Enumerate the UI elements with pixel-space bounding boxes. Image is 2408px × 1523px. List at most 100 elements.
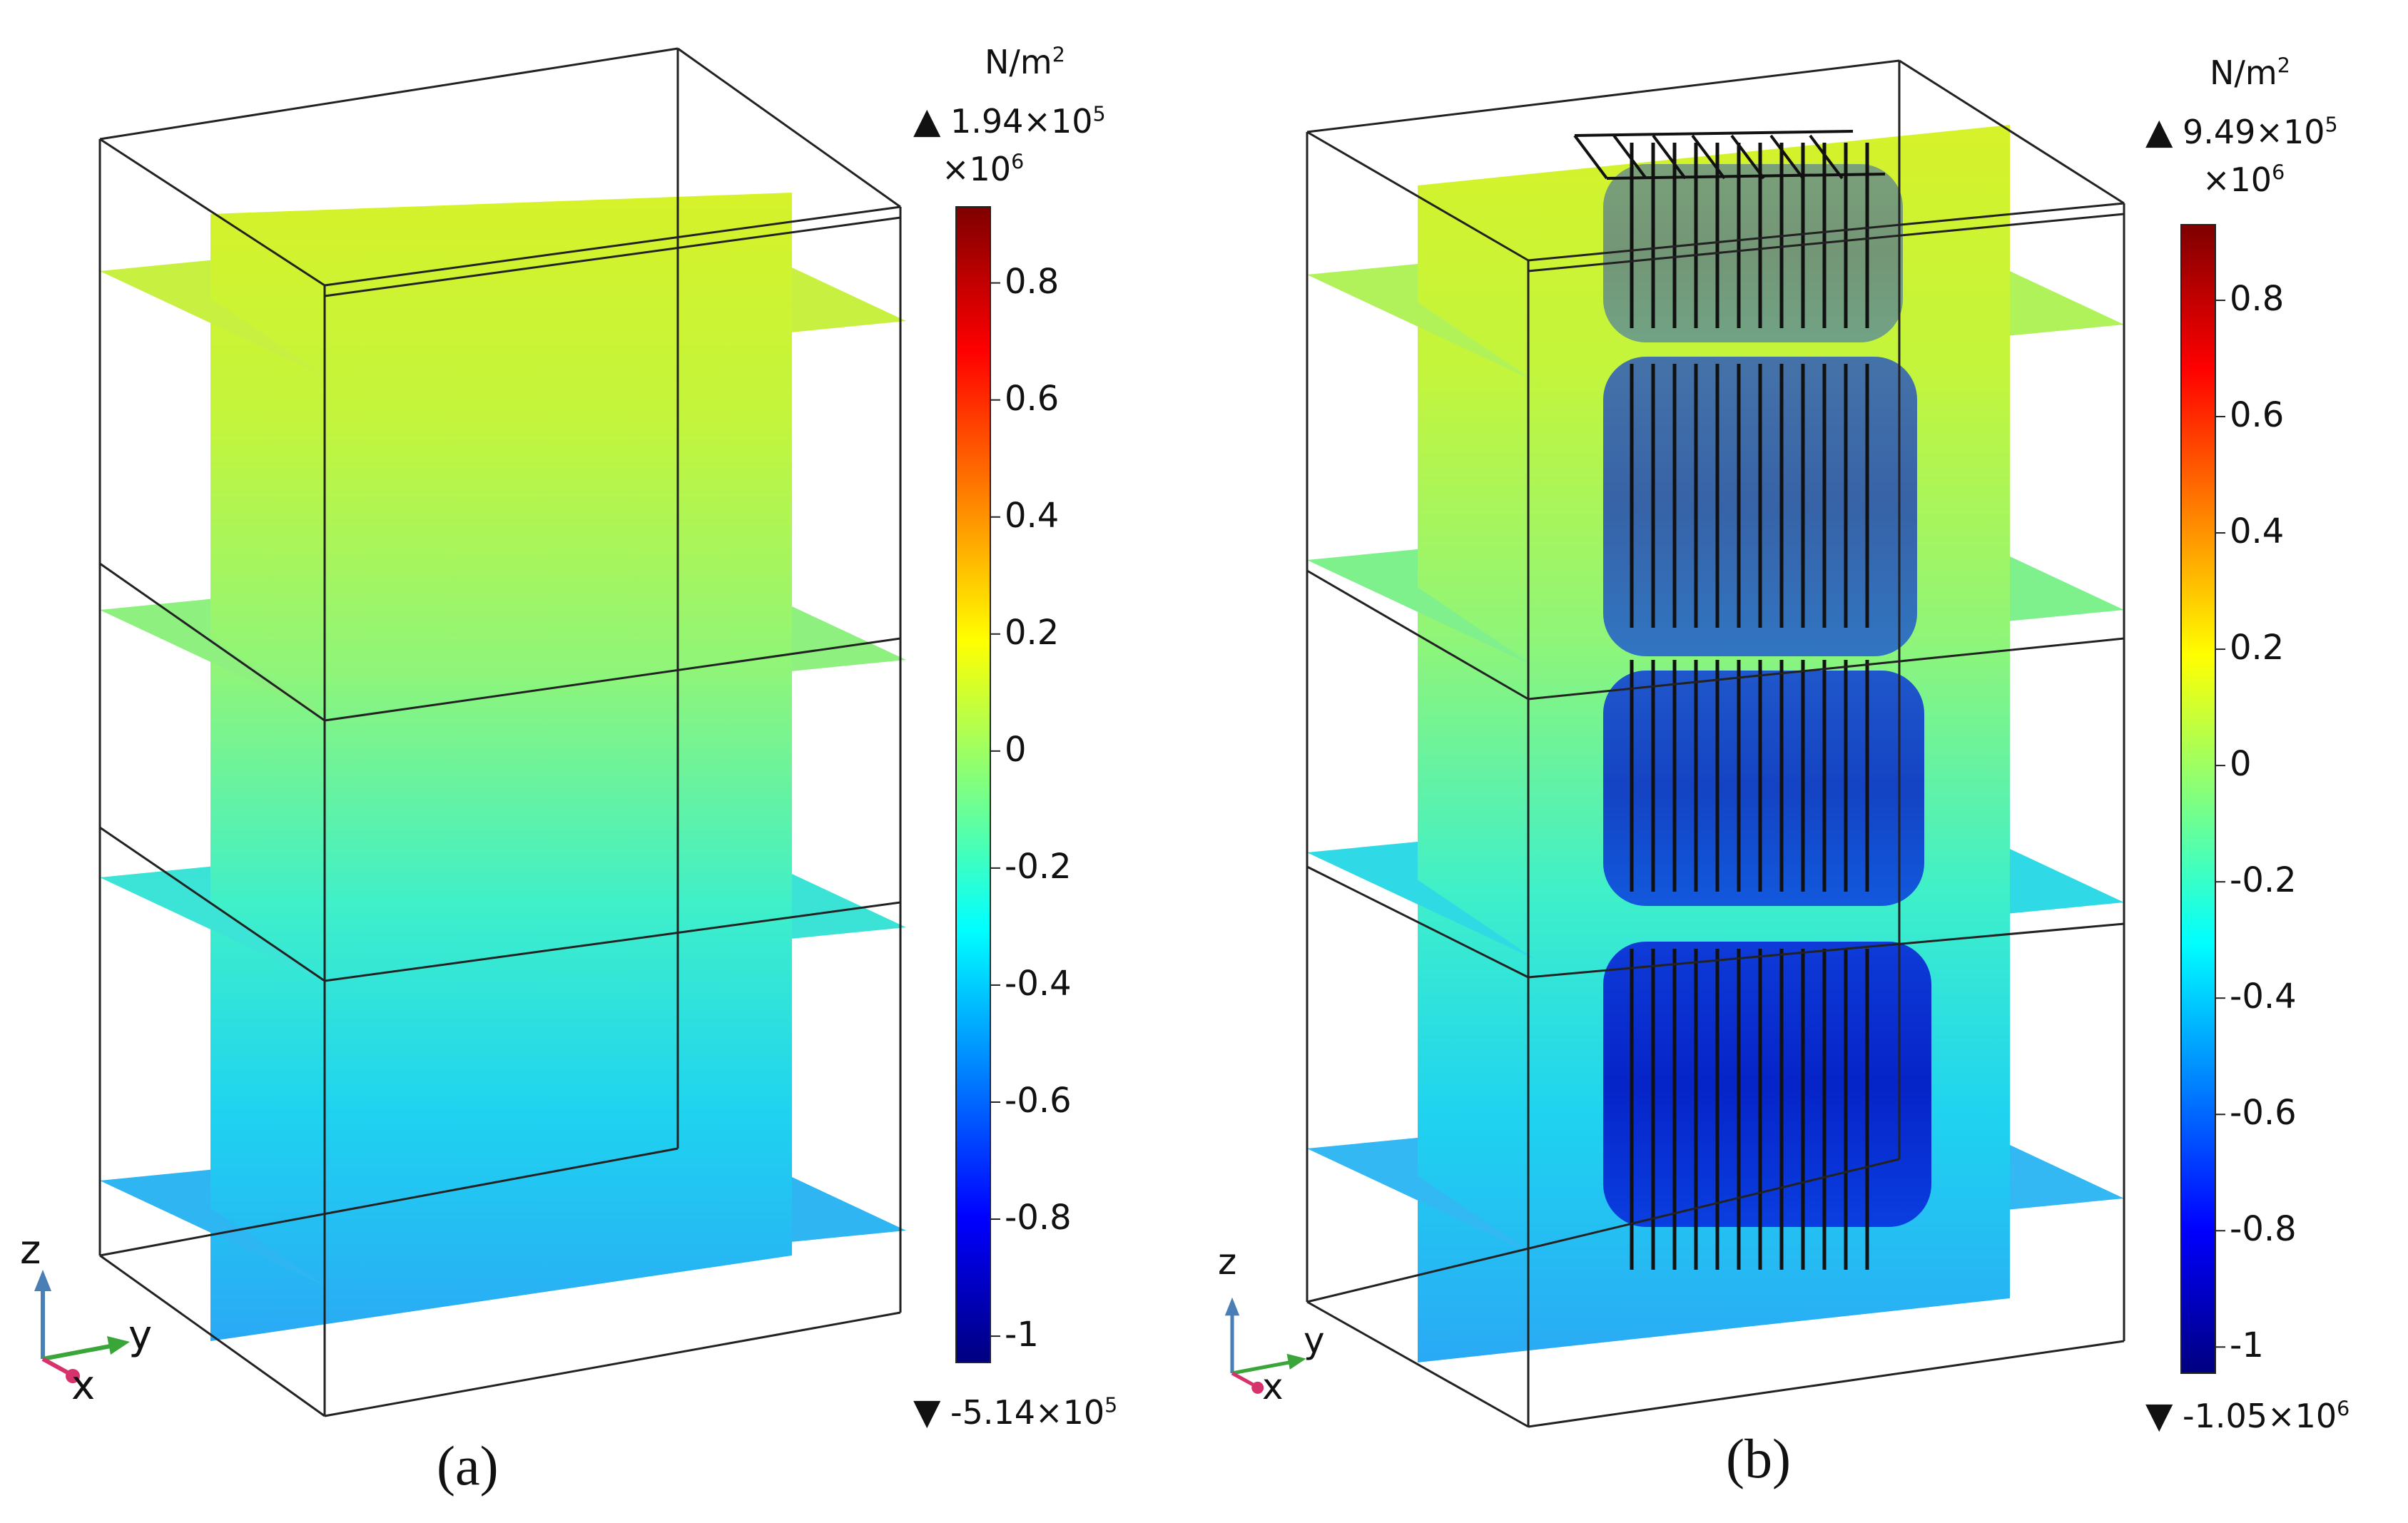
box-edge — [1528, 922, 2125, 979]
colorbar-tick-label: 0.2 — [1005, 612, 1060, 653]
pile-stress-zone — [1603, 164, 1903, 342]
box-edge — [1306, 131, 1529, 262]
pile-cap-grid — [1573, 130, 1886, 180]
slice-front-left — [1307, 1148, 1535, 1255]
colorbar — [955, 206, 991, 1363]
min-value-label-a: ▼ -5.14×105 — [913, 1391, 1118, 1432]
caption-a: (a) — [437, 1435, 499, 1497]
y-axis-label: y — [128, 1313, 153, 1359]
bounding-box — [1306, 59, 2125, 1428]
box-edge — [1306, 1158, 1900, 1303]
box-edge — [99, 47, 679, 141]
colorbar-tick-label: 0.6 — [1005, 378, 1060, 419]
max-triangle-icon: ▲ — [913, 100, 941, 141]
min-value-label-b: ▼ -1.05×106 — [2145, 1395, 2350, 1436]
z-axis-label: z — [1218, 1241, 1237, 1283]
slice-front-left — [100, 610, 328, 717]
colorbar — [2180, 224, 2216, 1374]
box-edge — [1306, 865, 1529, 979]
colorbar-tick-label: -0.2 — [1005, 846, 1072, 887]
colorbar-tick-label: -1 — [1005, 1315, 1039, 1355]
slice-front-left — [100, 271, 328, 378]
colorbar-tick-label: -0.8 — [2230, 1209, 2297, 1250]
box-edge — [1528, 202, 2125, 262]
x-axis-label: x — [71, 1362, 96, 1409]
colorbar-tick-label: -0.4 — [1005, 963, 1072, 1004]
colorbar-tick-label: 0.8 — [2230, 278, 2285, 319]
y-axis-label: y — [1304, 1320, 1325, 1361]
min-triangle-icon: ▼ — [913, 1391, 941, 1432]
z-arrowhead-icon — [34, 1270, 51, 1291]
pile-stress-zone — [1603, 942, 1931, 1227]
x-axis-dot-icon — [66, 1369, 80, 1383]
box-edge — [1306, 569, 1529, 701]
box-edge — [1528, 637, 2125, 701]
min-triangle-icon: ▼ — [2145, 1395, 2173, 1436]
box-edge — [1306, 1300, 1529, 1428]
colorbar-tick-label: 0.8 — [1005, 261, 1060, 302]
box-edge — [99, 826, 325, 982]
box-edge — [99, 1254, 325, 1417]
colorbar-multiplier-a: ×106 — [942, 150, 1025, 188]
colorbar-tick-label: 0.4 — [2230, 511, 2285, 552]
box-edge — [99, 1147, 679, 1257]
y-axis-arrow — [42, 1344, 111, 1361]
x-axis-arrow — [41, 1357, 73, 1377]
slice-front-left — [1307, 275, 1535, 382]
stress-plot-b — [1224, 59, 2225, 1428]
x-axis-arrow — [1231, 1371, 1258, 1388]
colorbar-unit-a: N/m2 — [985, 43, 1065, 81]
box-edge — [324, 1311, 901, 1417]
stress-plot-a — [34, 47, 1000, 1417]
bounding-box — [98, 47, 902, 1417]
colorbar-tick-label: -0.6 — [1005, 1080, 1072, 1121]
colorbar-tick-label: -0.2 — [2230, 860, 2297, 901]
z-arrowhead-icon — [1224, 1297, 1240, 1316]
y-arrowhead-icon — [107, 1336, 130, 1355]
colorbar-unit-b: N/m2 — [2210, 54, 2290, 92]
box-edge — [324, 901, 901, 982]
max-value-label-a: ▲ 1.94×105 — [913, 100, 1106, 141]
vertical-section — [210, 193, 792, 1341]
max-triangle-icon: ▲ — [2145, 111, 2173, 152]
cap-line — [1769, 134, 1804, 180]
box-edge — [1306, 59, 1900, 133]
max-value-label-b: ▲ 9.49×105 — [2145, 111, 2338, 152]
cap-line — [1730, 134, 1765, 180]
cap-line — [1606, 173, 1886, 180]
x-axis-dot-icon — [1251, 1381, 1264, 1394]
slice-front-left — [100, 877, 328, 984]
colorbar-tick-label: 0 — [2230, 744, 2252, 785]
y-arrowhead-icon — [1286, 1353, 1306, 1370]
box-edge — [324, 216, 901, 297]
slice-front-left — [1307, 852, 1535, 959]
z-axis-label: z — [20, 1227, 41, 1273]
colorbar-tick-label: 0 — [1005, 729, 1027, 770]
panel-a: N/m2 ▲ 1.94×105 ×106 ▼ -5.14×105 0.8 0.6 0.4… — [20, 43, 1118, 1497]
colorbar-tick-label: -0.4 — [2230, 977, 2297, 1017]
caption-b: (b) — [1726, 1427, 1791, 1489]
x-axis-label: x — [1262, 1366, 1284, 1407]
model-a — [98, 47, 906, 1417]
slice-front-left — [1307, 560, 1535, 667]
cap-line — [1612, 134, 1647, 180]
box-edge — [1899, 59, 2125, 205]
box-edge — [99, 562, 325, 722]
colorbar-multiplier-b: ×106 — [2203, 161, 2285, 199]
cap-line — [1691, 134, 1726, 180]
box-edge — [677, 47, 901, 208]
cap-line — [1809, 134, 1844, 180]
colorbar-tick-label: -1 — [2230, 1325, 2264, 1366]
colorbar-tick-label: 0.4 — [1005, 495, 1060, 536]
cap-line — [1652, 134, 1687, 180]
y-axis-arrow — [1231, 1360, 1291, 1375]
cap-line — [1573, 134, 1608, 180]
box-edge — [1528, 1340, 2125, 1428]
colorbar-tick-label: 0.6 — [2230, 395, 2285, 435]
cap-line — [1574, 130, 1854, 137]
pile-group — [1630, 143, 1869, 1270]
colorbar-tick-label: -0.6 — [2230, 1093, 2297, 1134]
colorbar-tick-label: -0.8 — [1005, 1198, 1072, 1238]
box-edge — [1528, 213, 2125, 272]
panel-b: N/m2 ▲ 9.49×105 ×106 ▼ -1.05×106 0.8 0.6 0.4… — [1204, 0, 2407, 1523]
